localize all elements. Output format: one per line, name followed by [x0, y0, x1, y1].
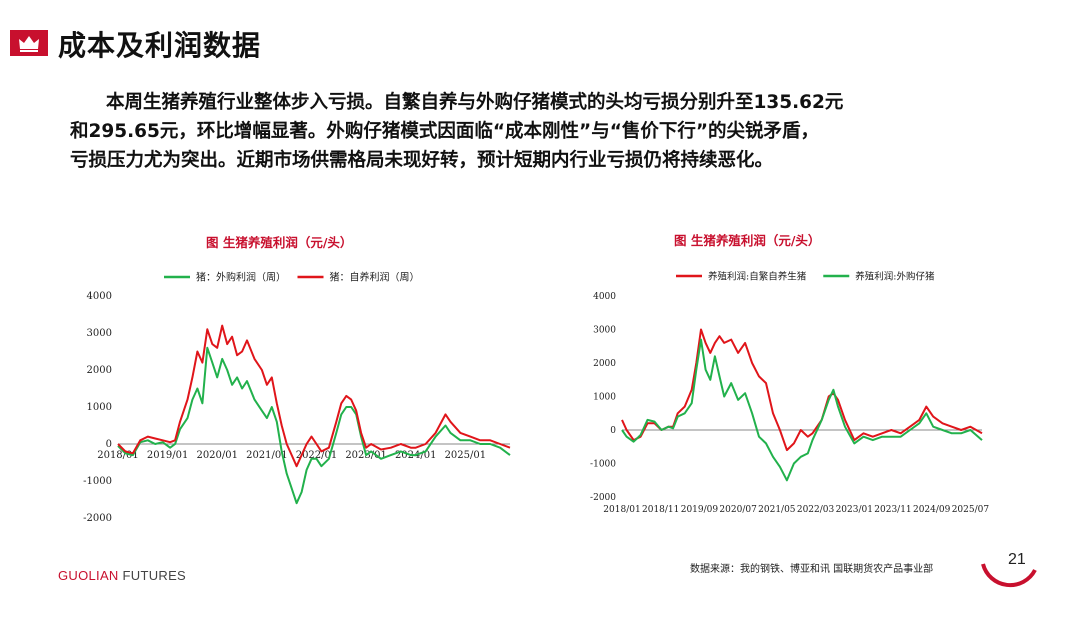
x-tick-label: 2018/01 [97, 450, 139, 461]
x-tick-label: 2024/09 [913, 505, 951, 515]
profit-chart-left: 猪：外购利润（周） 猪：自养利润（周） 4000 3000 2000 1000 0 -1000… [83, 271, 511, 524]
crown-icon [10, 30, 48, 56]
x-tick-label: 2018/01 [603, 505, 640, 515]
x-tick-label: 2022/03 [797, 505, 835, 515]
y-tick-label: 3000 [593, 326, 616, 336]
x-tick-label: 2019/09 [681, 505, 719, 515]
profit-chart-right: 养殖利润:自繁自养生猪 养殖利润:外购仔猪 4000 3000 2000 1000 0 -10… [590, 271, 990, 516]
legend-item: 养殖利润:自繁自养生猪 [676, 271, 807, 283]
summary-paragraph: 本周生猪养殖行业整体步入亏损。自繁自养与外购仔猪模式的头均亏损分别升至135.6… [70, 88, 1020, 175]
y-tick-label: -1000 [590, 460, 616, 470]
x-tick-label: 2020/07 [719, 505, 757, 515]
y-tick-label: -2000 [83, 513, 112, 524]
page-badge-icon [981, 563, 1037, 588]
legend-item: 养殖利润:外购仔猪 [823, 271, 935, 283]
summary-line: 亏损压力尤为突出。近期市场供需格局未现好转，预计短期内行业亏损仍将持续恶化。 [70, 150, 774, 171]
y-tick-label: 2000 [593, 359, 616, 369]
y-tick-label: 4000 [87, 291, 112, 302]
y-tick-label: 1000 [593, 393, 616, 403]
x-tick-label: 2022/01 [296, 450, 338, 461]
y-tick-label: 3000 [87, 328, 112, 339]
x-tick-label: 2019/01 [147, 450, 189, 461]
x-tick-label: 2025/01 [445, 450, 487, 461]
y-tick-label: -2000 [590, 493, 616, 503]
chart-title: 图 生猪养殖利润（元/头） [206, 235, 353, 250]
y-tick-label: 0 [106, 439, 112, 450]
x-tick-label: 2018/11 [642, 505, 679, 515]
brand-logo: GUOLIAN FUTURES [58, 568, 187, 583]
summary-line: 和295.65元，环比增幅显著。外购仔猪模式因面临“成本刚性”与“售价下行”的尖… [70, 121, 820, 142]
legend-item: 猪：外购利润（周） [164, 271, 286, 284]
page-title: 成本及利润数据 [58, 29, 262, 62]
legend-label: 猪：自养利润（周） [330, 271, 420, 284]
legend-label: 养殖利润:外购仔猪 [855, 271, 935, 283]
chart-title: 图 生猪养殖利润（元/头） [674, 233, 821, 248]
x-tick-label: 2023/01 [836, 505, 873, 515]
legend-item: 猪：自养利润（周） [297, 271, 420, 284]
series-line [621, 328, 983, 452]
page-number: 21 [1008, 551, 1026, 568]
y-tick-label: 1000 [87, 402, 112, 413]
y-tick-label: 2000 [87, 365, 112, 376]
summary-line: 本周生猪养殖行业整体步入亏损。自繁自养与外购仔猪模式的头均亏损分别升至135.6… [106, 92, 844, 113]
x-tick-label: 2021/05 [758, 505, 796, 515]
y-tick-label: 4000 [593, 292, 616, 302]
x-tick-label: 2023/11 [874, 505, 911, 515]
y-tick-label: -1000 [83, 476, 112, 487]
y-tick-label: 0 [610, 426, 616, 436]
series-line [117, 346, 511, 505]
legend-label: 养殖利润:自繁自养生猪 [708, 271, 807, 283]
data-source: 数据来源：我的钢铁、博亚和讯 国联期货农产品事业部 [690, 564, 934, 575]
legend-label: 猪：外购利润（周） [196, 271, 286, 284]
x-tick-label: 2020/01 [196, 450, 238, 461]
series-line [621, 338, 983, 482]
x-tick-label: 2025/07 [952, 505, 990, 515]
series-line [117, 324, 511, 468]
x-tick-label: 2021/01 [246, 450, 288, 461]
